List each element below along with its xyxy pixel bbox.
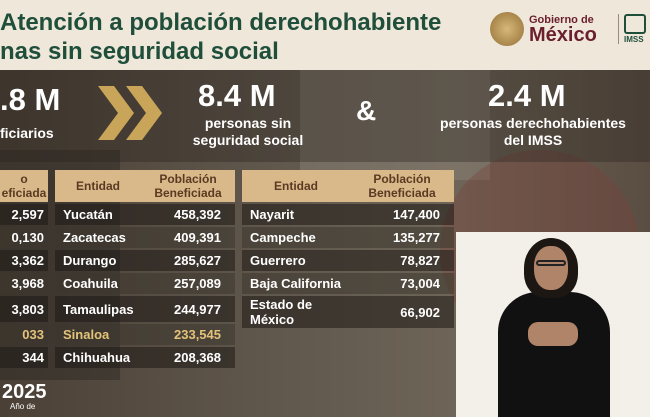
table-row: Guerrero 78,827 — [242, 250, 454, 271]
stat-left-value: .8 M — [0, 82, 61, 117]
col-entidad: Entidad — [242, 170, 350, 202]
cell-entidad-line1: Estado de — [250, 297, 313, 312]
table-row: Chihuahua 208,368 — [55, 347, 235, 368]
cell-valor: 233,545 — [141, 324, 235, 345]
table-row: Tamaulipas 244,977 — [55, 296, 235, 322]
table-row: Sinaloa 233,545 — [55, 324, 235, 345]
table-cell: 3,362 — [0, 250, 48, 271]
table-cell: 3,803 — [0, 296, 48, 322]
col-entidad: Entidad — [55, 170, 141, 202]
table-cell: 3,968 — [0, 273, 48, 294]
cell-valor: 73,004 — [350, 273, 454, 294]
mexico-label: México — [529, 24, 597, 46]
header-bar: Atención a población derechohabiente nas… — [0, 0, 650, 70]
table-middle: Entidad Población Beneficiada Yucatán 458… — [55, 168, 235, 370]
cell-entidad: Sinaloa — [55, 324, 141, 345]
col-poblacion: Población Beneficiada — [141, 170, 235, 202]
cell-entidad: Coahuila — [55, 273, 141, 294]
interpreter-glasses — [536, 260, 566, 266]
interpreter-video — [456, 232, 650, 417]
cell-valor: 285,627 — [141, 250, 235, 271]
col-poblacion-line2: Beneficiada — [368, 186, 436, 200]
stat-left-label: ficiarios — [0, 125, 54, 141]
table-row: Estado de México 66,902 — [242, 296, 454, 328]
cell-entidad: Chihuahua — [55, 347, 141, 368]
table-row: Baja California 73,004 — [242, 273, 454, 294]
cell-valor: 257,089 — [141, 273, 235, 294]
stat-right-label-line1: personas derechohabientes — [440, 115, 626, 131]
stat-middle-label: personas sin seguridad social — [178, 115, 318, 149]
ampersand: & — [356, 95, 377, 126]
cell-entidad: Baja California — [242, 273, 350, 294]
cell-entidad: Estado de México — [242, 296, 350, 328]
cell-valor: 458,392 — [141, 204, 235, 225]
table-row: Durango 285,627 — [55, 250, 235, 271]
interpreter-body — [498, 292, 610, 417]
header-line2: eficiada — [1, 186, 47, 200]
table-cell: 0,130 — [0, 227, 48, 248]
header-line1: o — [20, 172, 28, 186]
cell-valor: 409,391 — [141, 227, 235, 248]
table-cell: 2,597 — [0, 204, 48, 225]
table-row: Coahuila 257,089 — [55, 273, 235, 294]
cell-valor: 244,977 — [141, 296, 235, 322]
stat-middle-value: 8.4 M — [198, 78, 276, 113]
cell-entidad: Durango — [55, 250, 141, 271]
col-poblacion: Población Beneficiada — [350, 170, 454, 202]
cell-valor: 147,400 — [350, 204, 454, 225]
cell-valor: 135,277 — [350, 227, 454, 248]
imss-logo-icon — [624, 14, 646, 34]
cell-valor: 78,827 — [350, 250, 454, 271]
logo-divider — [618, 14, 619, 44]
gobierno-label: Gobierno de — [529, 14, 594, 26]
background-window — [300, 70, 490, 180]
interpreter-face — [534, 246, 568, 290]
table-left-partial: o eficiada 2,597 0,130 3,362 3,968 3,803… — [0, 168, 48, 370]
table-cell: 344 — [0, 347, 48, 368]
stat-right-label: personas derechohabientes del IMSS — [418, 115, 648, 149]
table-row: Campeche 135,277 — [242, 227, 454, 248]
cell-entidad: Guerrero — [242, 250, 350, 271]
table-row: Yucatán 458,392 — [55, 204, 235, 225]
cell-entidad: Yucatán — [55, 204, 141, 225]
stats-band — [0, 70, 650, 162]
col-poblacion-line1: Población — [159, 172, 217, 186]
cell-entidad: Nayarit — [242, 204, 350, 225]
stat-right-label-line2: del IMSS — [503, 132, 563, 148]
cell-entidad-line2: México — [250, 312, 295, 327]
cell-valor: 66,902 — [350, 296, 454, 328]
year-logo-sub: Año de — [10, 402, 36, 411]
cell-entidad: Zacatecas — [55, 227, 141, 248]
table-left-header: o eficiada — [0, 170, 48, 202]
interpreter-hands — [528, 322, 578, 346]
table-cell: 033 — [0, 324, 48, 345]
cell-valor: 208,368 — [141, 347, 235, 368]
table-row: Zacatecas 409,391 — [55, 227, 235, 248]
table-right: Entidad Población Beneficiada Nayarit 147… — [242, 168, 454, 330]
mexico-seal-icon — [490, 12, 524, 46]
cell-entidad: Campeche — [242, 227, 350, 248]
stat-right-value: 2.4 M — [488, 78, 566, 113]
page-subtitle: nas sin seguridad social — [0, 38, 279, 65]
cell-entidad: Tamaulipas — [55, 296, 141, 322]
col-poblacion-line1: Población — [373, 172, 431, 186]
col-poblacion-line2: Beneficiada — [154, 186, 222, 200]
stat-middle-label-line1: personas sin — [204, 115, 292, 131]
double-chevron-icon — [98, 86, 162, 140]
year-logo: 2025 — [2, 381, 47, 403]
page-title: Atención a población derechohabiente — [0, 9, 442, 36]
table-row: Nayarit 147,400 — [242, 204, 454, 225]
stat-middle-label-line2: seguridad social — [192, 132, 304, 148]
imss-label: IMSS — [624, 35, 644, 44]
